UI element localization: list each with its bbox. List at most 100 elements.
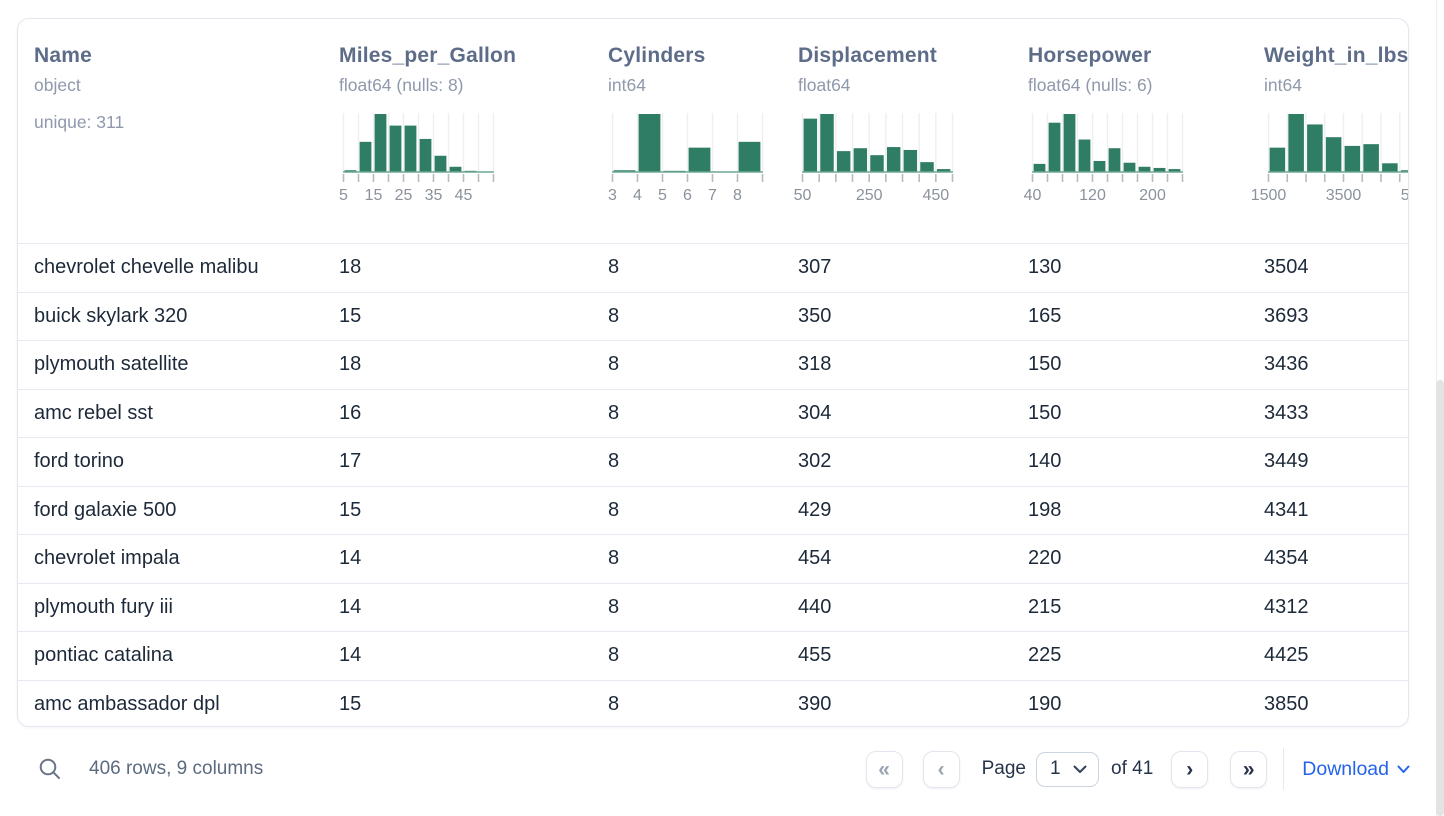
column-name: Horsepower [1028, 44, 1152, 67]
page-label: Page [981, 758, 1026, 779]
table-cell: 8 [608, 498, 620, 521]
column-histogram: 40 120 200 [1024, 113, 1184, 204]
table-cell: 17 [339, 450, 362, 473]
page-select-value: 1 [1050, 758, 1061, 779]
table-cell: plymouth fury iii [34, 595, 173, 618]
hist-tick-label: 5 [339, 187, 348, 204]
page-select[interactable]: 1 [1036, 751, 1099, 787]
column-name: Miles_per_Gallon [339, 44, 517, 67]
table-cell: 8 [608, 595, 620, 618]
table-cell: 390 [798, 692, 832, 715]
table-cell: ford galaxie 500 [34, 498, 177, 521]
table-cell: 304 [798, 401, 832, 424]
search-icon[interactable] [38, 757, 62, 781]
table-cell: 8 [608, 644, 620, 667]
table-cell: 14 [339, 547, 362, 570]
column-name: Name [34, 44, 92, 67]
download-button[interactable]: Download [1302, 758, 1410, 781]
hist-tick-label: 3500 [1326, 187, 1362, 204]
table-cell: 4354 [1264, 547, 1309, 570]
hist-tick-label: 4 [633, 187, 642, 204]
column-header-horsepower[interactable]: Horsepower float64 (nulls: 6) 40 120 200 [1024, 44, 1264, 243]
hist-tick-label: 25 [395, 187, 413, 204]
table-cell: 220 [1028, 547, 1062, 570]
table-cell: 8 [608, 353, 620, 376]
table-cell: 150 [1028, 353, 1062, 376]
column-histogram: 1500 3500 5500 [1251, 113, 1409, 204]
hist-tick-label: 120 [1079, 187, 1106, 204]
column-header-displacement[interactable]: Displacement float64 50 250 450 [794, 44, 1028, 243]
column-type: float64 (nulls: 8) [339, 75, 464, 95]
table-cell: 4341 [1264, 498, 1309, 521]
table-cell: 15 [339, 498, 362, 521]
table-cell: plymouth satellite [34, 353, 189, 376]
column-type: float64 [798, 75, 851, 95]
chevron-down-icon [1397, 765, 1410, 773]
column-name: Cylinders [608, 44, 706, 67]
hist-tick-label: 50 [794, 187, 812, 204]
table-cell: 16 [339, 401, 362, 424]
hist-tick-label: 3 [608, 187, 617, 204]
table-cell: 302 [798, 450, 832, 473]
column-histogram: 5 15 25 35 45 [339, 113, 495, 204]
table-footer: 406 rows, 9 columns « ‹ Page 1 of 41 › »… [17, 741, 1410, 797]
table-cell: 140 [1028, 450, 1062, 473]
table-row: amc ambassador dpl 15 8 390 190 3850 [18, 679, 1408, 727]
chevron-down-icon [1073, 765, 1087, 773]
hist-tick-label: 5500 [1401, 187, 1409, 204]
table-cell: chevrolet impala [34, 547, 180, 570]
table-cell: 3436 [1264, 353, 1309, 376]
table-cell: 440 [798, 595, 832, 618]
table-cell: 15 [339, 692, 362, 715]
table-cell: 8 [608, 304, 620, 327]
column-unique-count: unique: 311 [34, 112, 125, 132]
hist-tick-label: 5 [658, 187, 667, 204]
page-of-label: of 41 [1111, 758, 1154, 779]
page-scrollbar-thumb[interactable] [1436, 380, 1444, 816]
hist-tick-label: 7 [708, 187, 717, 204]
table-cell: 150 [1028, 401, 1062, 424]
hist-tick-label: 40 [1024, 187, 1042, 204]
table-row: plymouth fury iii 14 8 440 215 4312 [18, 582, 1408, 632]
table-row: chevrolet chevelle malibu 18 8 307 130 3504 [18, 243, 1408, 292]
table-cell: 8 [608, 401, 620, 424]
column-type: int64 [1264, 75, 1302, 95]
column-header-miles_per_gallon[interactable]: Miles_per_Gallon float64 (nulls: 8) 5 15 25 3… [339, 44, 608, 243]
table-row: amc rebel sst 16 8 304 150 3433 [18, 388, 1408, 438]
table-cell: 130 [1028, 256, 1062, 279]
table-cell: 4312 [1264, 595, 1309, 618]
column-histogram: 50 250 450 [794, 113, 954, 204]
table-row: buick skylark 320 15 8 350 165 3693 [18, 291, 1408, 341]
column-header-cylinders[interactable]: Cylinders int64 3 4 5 6 7 8 [608, 44, 798, 243]
hist-tick-label: 8 [733, 187, 742, 204]
table-body: chevrolet chevelle malibu 18 8 307 130 3504 bu… [18, 243, 1408, 727]
table-cell: 307 [798, 256, 832, 279]
column-name: Displacement [798, 44, 937, 67]
table-row: plymouth satellite 18 8 318 150 3436 [18, 340, 1408, 389]
prev-page-button[interactable]: ‹ [922, 750, 960, 788]
table-cell: 4425 [1264, 644, 1309, 667]
table-cell: 8 [608, 450, 620, 473]
table-cell: 3850 [1264, 692, 1309, 715]
footer-divider [1283, 748, 1285, 790]
table-cell: 225 [1028, 644, 1062, 667]
hist-tick-label: 200 [1139, 187, 1166, 204]
table-cell: 350 [798, 304, 832, 327]
column-header-name[interactable]: Name object unique: 311 [34, 44, 339, 243]
row-column-summary: 406 rows, 9 columns [89, 758, 264, 779]
first-page-button[interactable]: « [865, 750, 903, 788]
table-cell: 15 [339, 304, 362, 327]
table-cell: 455 [798, 644, 832, 667]
column-header-weight_in_lbs[interactable]: Weight_in_lbs int64 1500 3500 5500 [1251, 44, 1409, 243]
last-page-button[interactable]: » [1230, 750, 1268, 788]
next-page-button[interactable]: › [1171, 750, 1209, 788]
table-row: chevrolet impala 14 8 454 220 4354 [18, 534, 1408, 583]
table-cell: 3433 [1264, 401, 1309, 424]
table-cell: 3504 [1264, 256, 1309, 279]
table-cell: 165 [1028, 304, 1062, 327]
table-cell: 215 [1028, 595, 1062, 618]
column-type: float64 (nulls: 6) [1028, 75, 1153, 95]
table-cell: 190 [1028, 692, 1062, 715]
